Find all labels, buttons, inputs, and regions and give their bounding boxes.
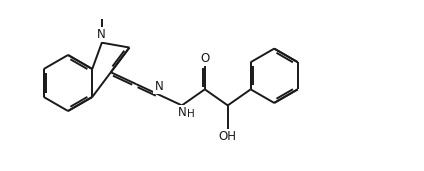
Text: N: N: [178, 106, 186, 119]
Text: N: N: [155, 80, 163, 93]
Text: N: N: [96, 28, 105, 41]
Text: OH: OH: [219, 130, 237, 143]
Text: H: H: [187, 109, 195, 119]
Text: O: O: [200, 51, 209, 64]
